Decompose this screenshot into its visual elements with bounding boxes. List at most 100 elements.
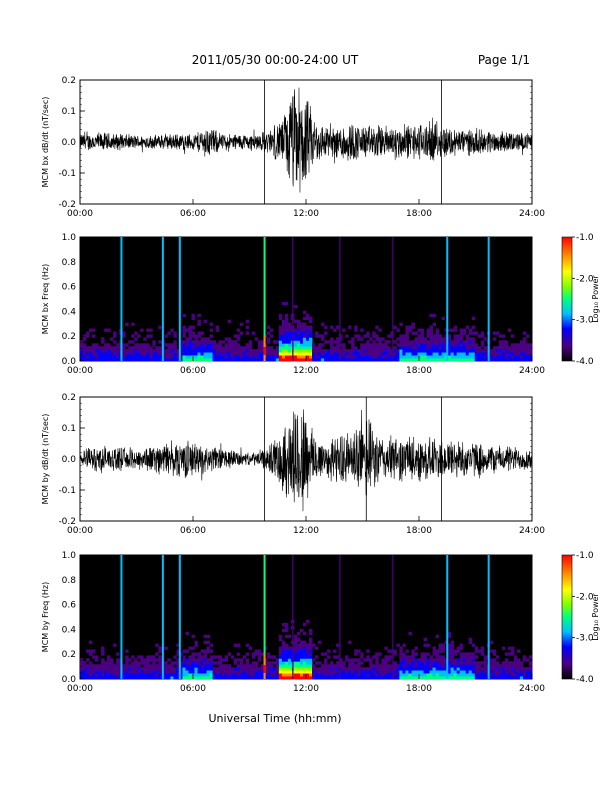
spectrogram-cell <box>342 358 346 362</box>
spectrogram-cell <box>278 313 283 318</box>
spectrogram-cell <box>293 667 298 671</box>
spectrogram-cell <box>83 676 87 680</box>
spectrogram-cell <box>299 661 304 665</box>
spectrogram-cell <box>426 349 430 353</box>
spectrogram-cell <box>411 352 415 356</box>
spectrogram-cell <box>299 349 304 353</box>
spectrogram-cell <box>83 337 87 341</box>
spectrogram-cell <box>372 673 376 677</box>
spectrogram-cell <box>179 358 183 362</box>
spectrogram-cell <box>293 304 298 309</box>
spectrogram-cell <box>287 331 292 335</box>
spectrogram-cell <box>296 349 301 353</box>
spectrogram-cell <box>296 334 301 338</box>
spectrogram-cell <box>227 340 232 344</box>
waveform-trace <box>79 397 533 521</box>
spectrogram-cell <box>492 331 497 335</box>
spectrogram-cell <box>251 676 256 680</box>
spectrogram-cell <box>468 670 473 674</box>
spectrogram-cell <box>393 649 397 653</box>
spectrogram-cell <box>474 670 479 674</box>
spectrogram-cell <box>471 658 476 662</box>
spectrogram-cell <box>315 655 319 659</box>
spectrogram-cell <box>89 673 93 677</box>
spectrogram-cell <box>170 661 174 665</box>
spectrogram-cell <box>351 664 355 668</box>
spectrogram-cell <box>519 340 524 344</box>
spectrogram-cell <box>287 676 292 680</box>
spectrogram-cell <box>284 652 289 656</box>
spectrogram-cell <box>456 673 461 677</box>
spectrogram-cell <box>266 652 271 656</box>
y-tick-label: -0.2 <box>58 517 76 527</box>
spectrogram-cell <box>227 337 232 341</box>
spectrogram-cell <box>312 670 316 674</box>
spectrogram-cell <box>95 352 99 356</box>
spectrogram-cell <box>251 661 256 665</box>
spectrogram-cell <box>312 343 316 347</box>
spectrogram-cell <box>516 355 521 359</box>
spectrogram-cell <box>275 358 280 362</box>
spectrogram-cell <box>459 646 464 650</box>
spectrogram-cell <box>309 667 313 671</box>
spectrogram-cell <box>432 673 436 677</box>
spectrogram-cell <box>233 334 238 338</box>
spectrogram-cell <box>510 646 515 650</box>
spectrogram-cell <box>381 667 385 671</box>
spectrogram-cell <box>257 649 262 653</box>
spectrogram-cell <box>309 337 313 341</box>
spectrogram-cell <box>465 673 470 677</box>
spectrogram-cell <box>278 667 283 671</box>
spectrogram-cell <box>206 343 210 347</box>
spectrogram-cell <box>113 358 117 362</box>
spectrogram-cell <box>450 328 455 332</box>
spectrogram-cell <box>203 640 207 644</box>
spectrogram-cell <box>396 343 400 347</box>
spectrogram-cell <box>501 334 506 338</box>
spectrogram-cell <box>411 661 415 665</box>
spectrogram-cell <box>203 337 207 341</box>
spectrogram-cell <box>86 667 90 671</box>
spectrogram-cell <box>312 658 316 662</box>
spectrogram-cell <box>318 334 322 338</box>
spectrogram-cell <box>417 334 421 338</box>
spectrogram-cell <box>206 670 210 674</box>
spectrogram-cell <box>128 349 132 353</box>
spectrogram-cell <box>417 337 421 341</box>
spectrogram-cell <box>453 343 458 347</box>
spectrogram-cell <box>345 670 349 674</box>
spectrogram-cell <box>239 355 244 359</box>
spectrogram-cell <box>495 352 500 356</box>
colorbar-label: Log₁₀ Power <box>591 275 600 323</box>
spectrogram-cell <box>462 670 467 674</box>
spectrogram-cell <box>465 655 470 659</box>
spectrogram-cell <box>125 676 129 680</box>
spectrogram-cell <box>498 340 503 344</box>
spectrogram-cell <box>489 658 494 662</box>
spectrogram-cell <box>86 664 90 668</box>
spectrogram-cell <box>498 673 503 677</box>
spectrogram-cell <box>528 676 533 680</box>
spectrogram-cell <box>227 349 232 353</box>
spectrogram-cell <box>242 346 247 350</box>
spectrogram-cell <box>155 352 159 356</box>
spectrogram-cell <box>366 355 370 359</box>
spectrogram-cell <box>200 349 204 353</box>
spectrogram-cell <box>185 658 189 662</box>
spectrogram-cell <box>438 334 442 338</box>
spectrogram-cell <box>272 358 277 362</box>
y-tick-label: 0.6 <box>62 601 77 611</box>
spectrogram-cell <box>296 673 301 677</box>
spectrogram-cell <box>266 664 271 668</box>
spectrogram-cell <box>516 352 521 356</box>
spectrogram-cell <box>137 661 141 665</box>
spectrogram-cell <box>296 646 301 650</box>
spectrogram-cell <box>89 667 93 671</box>
spectrogram-cell <box>471 643 476 647</box>
spectrogram-cell <box>315 355 319 359</box>
spectrogram-cell <box>363 343 367 347</box>
spectrogram-cell <box>239 331 244 335</box>
spectrogram-cell <box>360 328 364 332</box>
spectrogram-cell <box>86 349 90 353</box>
spectrogram-cell <box>339 673 343 677</box>
